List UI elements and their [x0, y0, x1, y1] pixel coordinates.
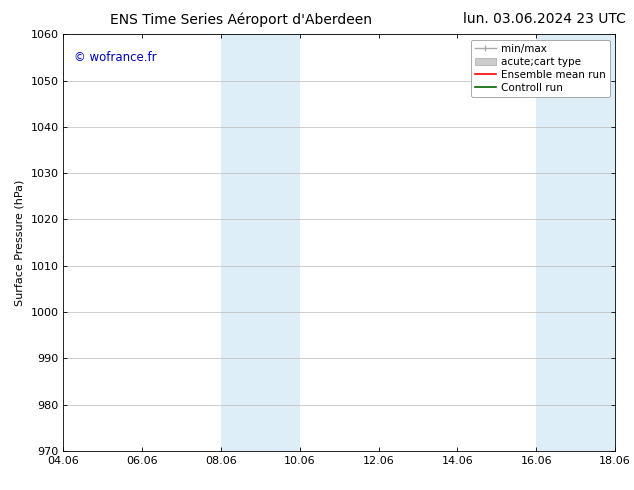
Y-axis label: Surface Pressure (hPa): Surface Pressure (hPa)	[15, 179, 25, 306]
Bar	[536, 34, 615, 451]
Legend: min/max, acute;cart type, Ensemble mean run, Controll run: min/max, acute;cart type, Ensemble mean …	[470, 40, 610, 97]
Text: ENS Time Series Aéroport d'Aberdeen: ENS Time Series Aéroport d'Aberdeen	[110, 12, 372, 27]
Bar	[221, 34, 300, 451]
Text: © wofrance.fr: © wofrance.fr	[74, 51, 157, 64]
Text: lun. 03.06.2024 23 UTC: lun. 03.06.2024 23 UTC	[463, 12, 626, 26]
